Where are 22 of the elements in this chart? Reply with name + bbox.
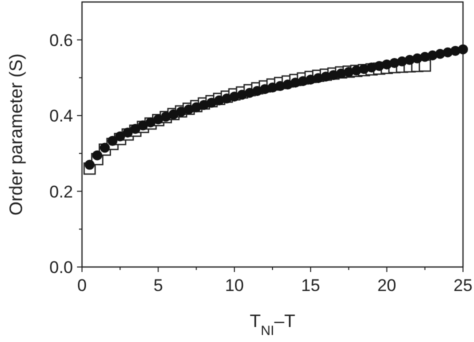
point xyxy=(138,120,148,130)
point xyxy=(100,142,110,153)
point xyxy=(84,160,95,170)
point xyxy=(130,124,140,134)
y-tick-label: 0.0 xyxy=(49,258,73,277)
y-tick-label: 0.2 xyxy=(49,182,73,202)
x-tick-label: 0 xyxy=(77,276,87,295)
y-tick-label: 0.4 xyxy=(49,106,73,126)
x-tick-label: 25 xyxy=(454,276,472,295)
x-tick-label: 15 xyxy=(301,276,320,295)
x-tick-label: 5 xyxy=(153,276,163,295)
point xyxy=(146,117,156,128)
point xyxy=(92,150,102,160)
y-axis-title: Order parameter (S) xyxy=(6,53,26,216)
x-axis-title: T$_{NI}$–T xyxy=(250,311,296,338)
point xyxy=(458,44,468,54)
x-tick-label: 20 xyxy=(377,276,396,295)
point xyxy=(122,128,133,138)
x-tick-label: 10 xyxy=(224,276,244,295)
point xyxy=(115,131,126,142)
point xyxy=(107,136,118,146)
y-tick-label: 0.6 xyxy=(49,30,73,50)
